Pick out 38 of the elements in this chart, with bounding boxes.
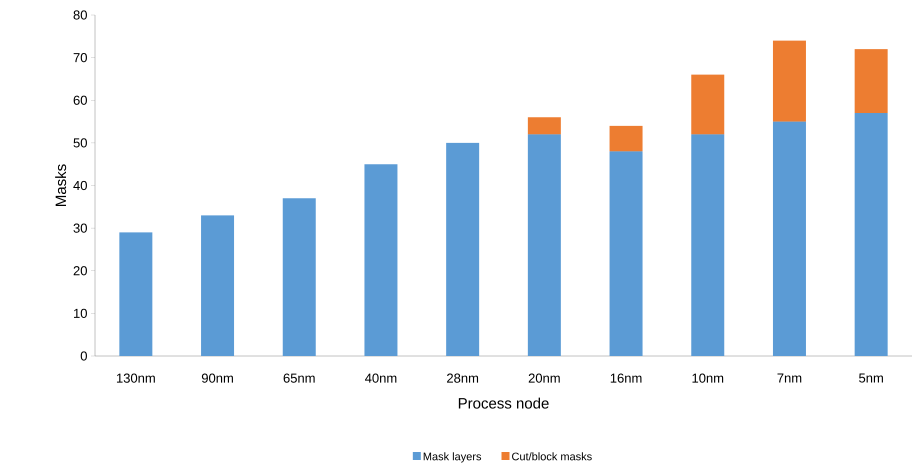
bar <box>528 117 561 134</box>
x-tick-label: 10nm <box>692 374 724 383</box>
legend-label: Cut/block masks <box>512 452 592 460</box>
x-axis-title: Process node <box>458 398 549 409</box>
bar <box>772 122 806 356</box>
y-axis-title: Masks <box>55 164 66 206</box>
bar <box>201 215 234 356</box>
x-tick-label: 28nm <box>447 374 478 383</box>
bar <box>691 134 724 356</box>
y-tick-label: 20 <box>74 266 87 276</box>
bar <box>854 113 888 356</box>
x-tick-label: 20nm <box>528 374 560 383</box>
bar <box>610 151 643 356</box>
bar <box>528 134 561 356</box>
legend-label: Mask layers <box>424 452 482 463</box>
x-tick-label: 65nm <box>284 374 315 383</box>
x-tick-label: 7nm <box>777 374 802 382</box>
bar <box>854 49 888 114</box>
bar <box>610 126 643 152</box>
y-tick-label: 60 <box>74 96 87 105</box>
y-tick-label: 50 <box>74 138 87 148</box>
x-tick-label: 5nm <box>859 374 883 383</box>
bar <box>446 142 480 356</box>
y-tick-label: 30 <box>74 224 87 233</box>
bar <box>364 164 398 356</box>
x-tick-label: 16nm <box>610 374 642 383</box>
y-tick-label: 80 <box>74 10 87 20</box>
x-tick-label: 130nm <box>116 374 155 383</box>
bar <box>691 74 724 134</box>
bar <box>282 198 316 356</box>
y-tick-label: 70 <box>74 53 87 62</box>
bar <box>119 232 152 356</box>
x-tick-label: 90nm <box>202 374 233 383</box>
y-tick-label: 40 <box>73 180 87 190</box>
x-tick-label: 40nm <box>364 374 396 383</box>
y-tick-label: 10 <box>74 308 87 318</box>
bar <box>772 40 806 122</box>
y-tick-label: 0 <box>80 351 87 361</box>
